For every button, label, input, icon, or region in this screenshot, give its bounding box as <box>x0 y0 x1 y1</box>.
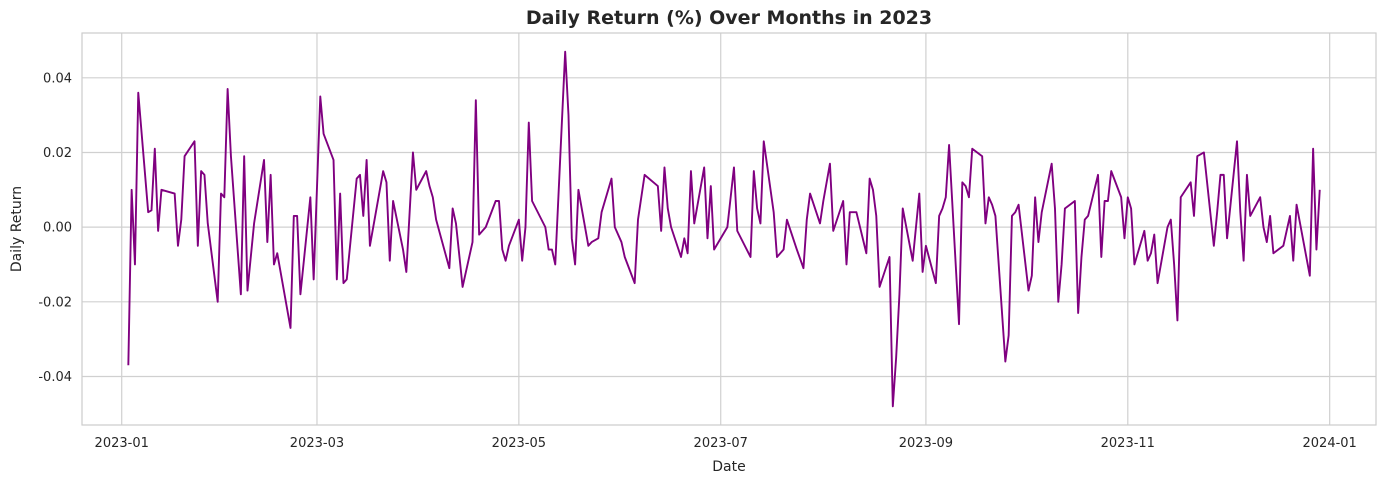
y-tick-label: 0.04 <box>43 71 72 86</box>
x-tick-label: 2023-09 <box>899 436 953 451</box>
chart-title: Daily Return (%) Over Months in 2023 <box>526 7 932 29</box>
series-layer <box>127 50 1321 408</box>
x-axis-label: Date <box>712 459 745 475</box>
y-tick-label: 0.02 <box>43 146 72 161</box>
x-tick-label: 2023-01 <box>95 436 149 451</box>
grid-lines <box>82 33 1376 425</box>
x-tick-label: 2024-01 <box>1303 436 1357 451</box>
daily-return-series-line <box>127 50 1321 408</box>
y-tick-label: -0.04 <box>38 370 72 385</box>
x-tick-label: 2023-11 <box>1101 436 1155 451</box>
y-tick-label: -0.02 <box>38 295 72 310</box>
y-axis-label: Daily Return <box>9 186 25 272</box>
y-tick-labels: -0.04 -0.02 0.00 0.02 0.04 <box>38 71 72 385</box>
x-tick-labels: 2023-01 2023-03 2023-05 2023-07 2023-09 2023-… <box>95 436 1357 451</box>
y-tick-label: 0.00 <box>43 221 72 236</box>
x-tick-label: 2023-05 <box>492 436 546 451</box>
x-tick-label: 2023-03 <box>290 436 344 451</box>
plot-frame <box>81 32 1377 426</box>
x-tick-label: 2023-07 <box>694 436 748 451</box>
